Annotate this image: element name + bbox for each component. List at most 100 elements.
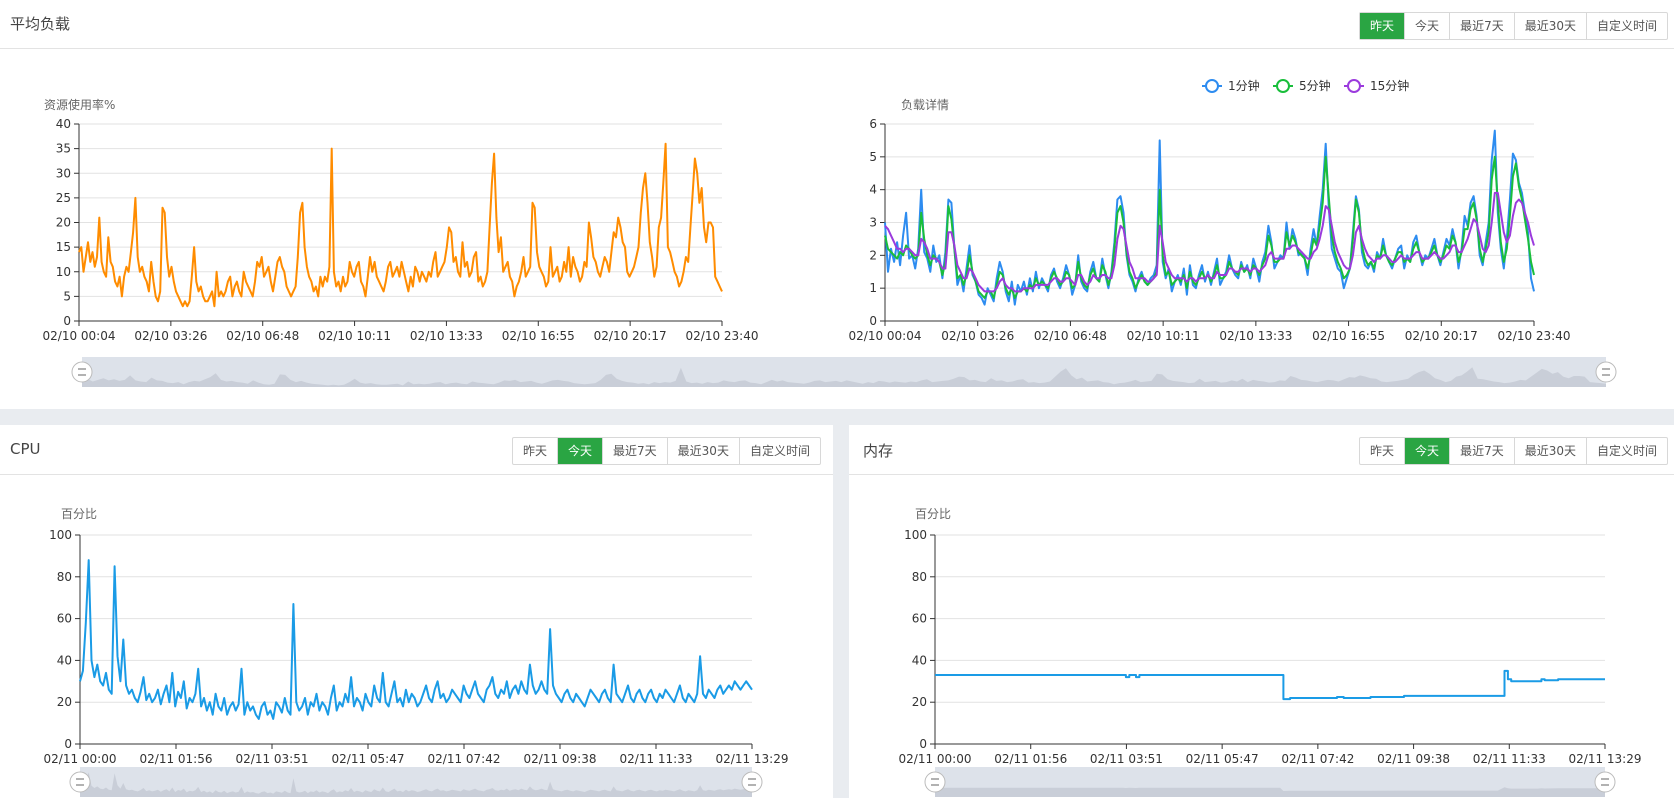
legend-label: 5分钟 [1299,78,1331,93]
panel-divider [0,474,833,475]
x-tick-label: 02/11 09:38 [1377,752,1450,766]
memory-panel: 内存 昨天 今天 最近7天 最近30天 自定义时间 百分比 0 20 40 60 80 1… [849,425,1674,798]
panel-divider [0,48,1674,49]
y-tick-label: 100 [49,528,72,542]
range-button-group: 昨天 今天 最近7天 最近30天 自定义时间 [1359,437,1668,465]
x-tick-label: 02/10 16:55 [1312,329,1385,343]
zoom-handle-right[interactable] [1595,361,1617,383]
y-tick-label: 6 [869,117,877,131]
y-tick-label: 20 [912,695,927,709]
panel-divider [849,474,1674,475]
y-tick-label: 80 [912,570,927,584]
y-tick-label: 1 [869,281,877,295]
range-button-yesterday[interactable]: 昨天 [1360,438,1406,464]
x-tick-label: 02/10 03:26 [134,329,207,343]
y-tick-label: 0 [919,737,927,751]
y-tick-label: 35 [56,142,71,156]
x-tick-label: 02/11 01:56 [994,752,1067,766]
x-tick-label: 02/10 10:11 [1127,329,1200,343]
x-tick-label: 02/11 11:33 [1473,752,1546,766]
x-tick-label: 02/10 23:40 [1498,329,1571,343]
load-detail-chart: 负载详情 1分钟 5分钟 15分钟 0 1 2 3 4 5 6 02/10 00:04 02/1… [849,78,1571,343]
y-tick-label: 15 [56,240,71,254]
x-tick-label: 02/10 06:48 [226,329,299,343]
memory-chart: 百分比 0 20 40 60 80 100 02/11 00:00 02/11 01:56 02… [899,507,1641,797]
legend-item-5min[interactable]: 5分钟 [1273,78,1331,93]
x-tick-label: 02/11 05:47 [1186,752,1259,766]
y-tick-label: 40 [56,117,71,131]
zoom-handle-right[interactable] [1594,771,1616,793]
y-tick-label: 4 [869,183,877,197]
zoom-handle-left[interactable] [71,361,93,383]
cpu-panel: CPU 昨天 今天 最近7天 最近30天 自定义时间 百分比 0 20 40 60 80… [0,425,833,798]
range-button-custom[interactable]: 自定义时间 [1596,444,1657,458]
x-tick-label: 02/11 01:56 [140,752,213,766]
y-tick-label: 0 [869,314,877,328]
x-tick-label: 02/11 11:33 [620,752,693,766]
range-button-today[interactable]: 今天 [558,438,604,464]
range-button-30days[interactable]: 最近30天 [1515,438,1587,464]
panel-title: CPU [10,440,41,458]
resource-usage-chart: 资源使用率% 0 5 10 15 20 25 30 35 40 02/10 00:04 02/10 … [43,97,759,343]
x-tick-label: 02/10 20:17 [594,329,667,343]
x-tick-label: 02/10 13:33 [1219,329,1292,343]
y-tick-label: 60 [57,612,72,626]
zoom-handle-left[interactable] [69,771,91,793]
range-button-group: 昨天 今天 最近7天 最近30天 自定义时间 [1359,12,1668,40]
series-line-1 [78,142,723,308]
x-tick-label: 02/11 07:42 [1281,752,1354,766]
x-tick-label: 02/11 00:00 [44,752,117,766]
range-button-today[interactable]: 今天 [1405,438,1451,464]
range-button-group: 昨天 今天 最近7天 最近30天 自定义时间 [512,437,821,465]
cpu-chart: 百分比 0 20 40 60 80 100 02/11 00:00 02/11 01:56 02… [44,507,789,797]
range-button-custom[interactable]: 自定义时间 [749,444,810,458]
range-button-today[interactable]: 今天 [1405,13,1451,39]
x-tick-label: 02/10 00:04 [43,329,116,343]
y-tick-label: 40 [57,653,72,667]
range-button-30days[interactable]: 最近30天 [668,438,740,464]
legend-label: 1分钟 [1228,78,1260,93]
range-button-7days[interactable]: 最近7天 [1450,13,1515,39]
y-tick-label: 5 [869,150,877,164]
zoom-preview-area [935,787,1605,797]
load-panel: 平均负载 昨天 今天 最近7天 最近30天 自定义时间 资源使用率% 0 5 10 1… [0,0,1674,409]
y-tick-label: 25 [56,191,71,205]
y-tick-label: 0 [64,737,72,751]
x-tick-label: 02/10 00:04 [849,329,922,343]
x-tick-label: 02/10 20:17 [1405,329,1478,343]
x-tick-label: 02/11 03:51 [236,752,309,766]
y-axis-label: 负载详情 [901,97,949,112]
x-tick-label: 02/10 10:11 [318,329,391,343]
y-tick-label: 20 [57,695,72,709]
legend-item-1min[interactable]: 1分钟 [1202,78,1260,93]
range-button-7days[interactable]: 最近7天 [603,438,668,464]
y-tick-label: 0 [63,314,71,328]
x-tick-label: 02/11 07:42 [428,752,501,766]
panel-title: 平均负载 [10,15,71,33]
y-tick-label: 10 [56,265,71,279]
legend-item-15min[interactable]: 15分钟 [1344,78,1409,93]
x-tick-label: 02/10 16:55 [502,329,575,343]
range-button-yesterday[interactable]: 昨天 [1360,13,1406,39]
zoom-handle-right[interactable] [741,771,763,793]
y-axis-label: 百分比 [61,507,97,521]
range-button-7days[interactable]: 最近7天 [1450,438,1515,464]
y-axis-label: 资源使用率% [44,97,115,112]
x-tick-label: 02/11 03:51 [1090,752,1163,766]
x-tick-label: 02/11 13:29 [716,752,789,766]
range-button-30days[interactable]: 最近30天 [1515,13,1587,39]
panel-title: 内存 [863,442,894,460]
y-tick-label: 40 [912,653,927,667]
range-button-yesterday[interactable]: 昨天 [513,438,559,464]
y-tick-label: 20 [56,216,71,230]
x-tick-label: 02/10 03:26 [941,329,1014,343]
legend: 1分钟 5分钟 15分钟 [1202,78,1409,93]
legend-label: 15分钟 [1370,78,1409,93]
zoom-preview-area [80,772,752,797]
zoom-slider[interactable] [0,0,1674,409]
y-tick-label: 80 [57,570,72,584]
range-button-custom[interactable]: 自定义时间 [1596,19,1657,33]
y-tick-label: 2 [869,248,877,262]
zoom-handle-left[interactable] [924,771,946,793]
x-tick-label: 02/10 13:33 [410,329,483,343]
